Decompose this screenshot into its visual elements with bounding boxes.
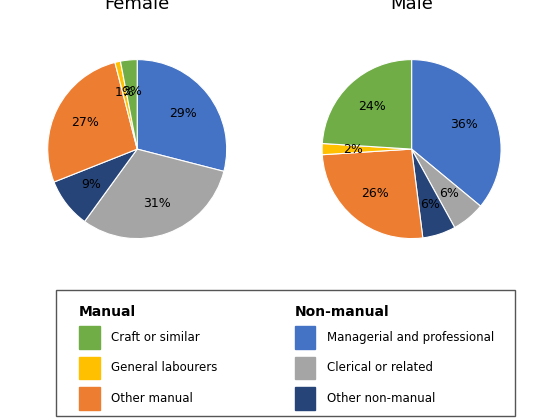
Bar bbox=[295, 326, 315, 349]
Wedge shape bbox=[120, 60, 137, 149]
Text: Manual: Manual bbox=[79, 305, 136, 319]
Text: Managerial and professional: Managerial and professional bbox=[327, 331, 494, 344]
Text: Non-manual: Non-manual bbox=[295, 305, 389, 319]
Wedge shape bbox=[137, 60, 227, 171]
Bar bbox=[295, 387, 315, 409]
Wedge shape bbox=[323, 149, 423, 239]
Text: 27%: 27% bbox=[72, 116, 99, 129]
Text: 2%: 2% bbox=[343, 143, 363, 155]
Bar bbox=[79, 326, 100, 349]
Text: Craft or similar: Craft or similar bbox=[111, 331, 200, 344]
Text: 6%: 6% bbox=[438, 187, 459, 200]
Text: Other non-manual: Other non-manual bbox=[327, 392, 435, 404]
Text: Clerical or related: Clerical or related bbox=[327, 362, 433, 374]
Wedge shape bbox=[322, 144, 412, 155]
Text: 29%: 29% bbox=[169, 107, 197, 120]
Wedge shape bbox=[85, 149, 224, 239]
Bar bbox=[79, 357, 100, 379]
Text: General labourers: General labourers bbox=[111, 362, 217, 374]
Wedge shape bbox=[412, 60, 501, 206]
Text: 26%: 26% bbox=[361, 187, 389, 200]
Title: Male: Male bbox=[390, 0, 433, 13]
Text: 24%: 24% bbox=[358, 100, 386, 113]
Wedge shape bbox=[412, 149, 455, 238]
FancyBboxPatch shape bbox=[56, 290, 515, 416]
Text: Other manual: Other manual bbox=[111, 392, 193, 404]
Bar bbox=[295, 357, 315, 379]
Text: 1%: 1% bbox=[115, 86, 134, 99]
Wedge shape bbox=[115, 61, 137, 149]
Text: 3%: 3% bbox=[122, 85, 142, 98]
Wedge shape bbox=[412, 149, 480, 228]
Text: 6%: 6% bbox=[419, 198, 440, 211]
Text: 31%: 31% bbox=[143, 197, 171, 210]
Wedge shape bbox=[54, 149, 137, 221]
Bar bbox=[79, 387, 100, 409]
Wedge shape bbox=[48, 63, 137, 182]
Wedge shape bbox=[323, 60, 412, 149]
Text: 9%: 9% bbox=[81, 178, 101, 191]
Text: 36%: 36% bbox=[450, 118, 478, 131]
Title: Female: Female bbox=[105, 0, 170, 13]
